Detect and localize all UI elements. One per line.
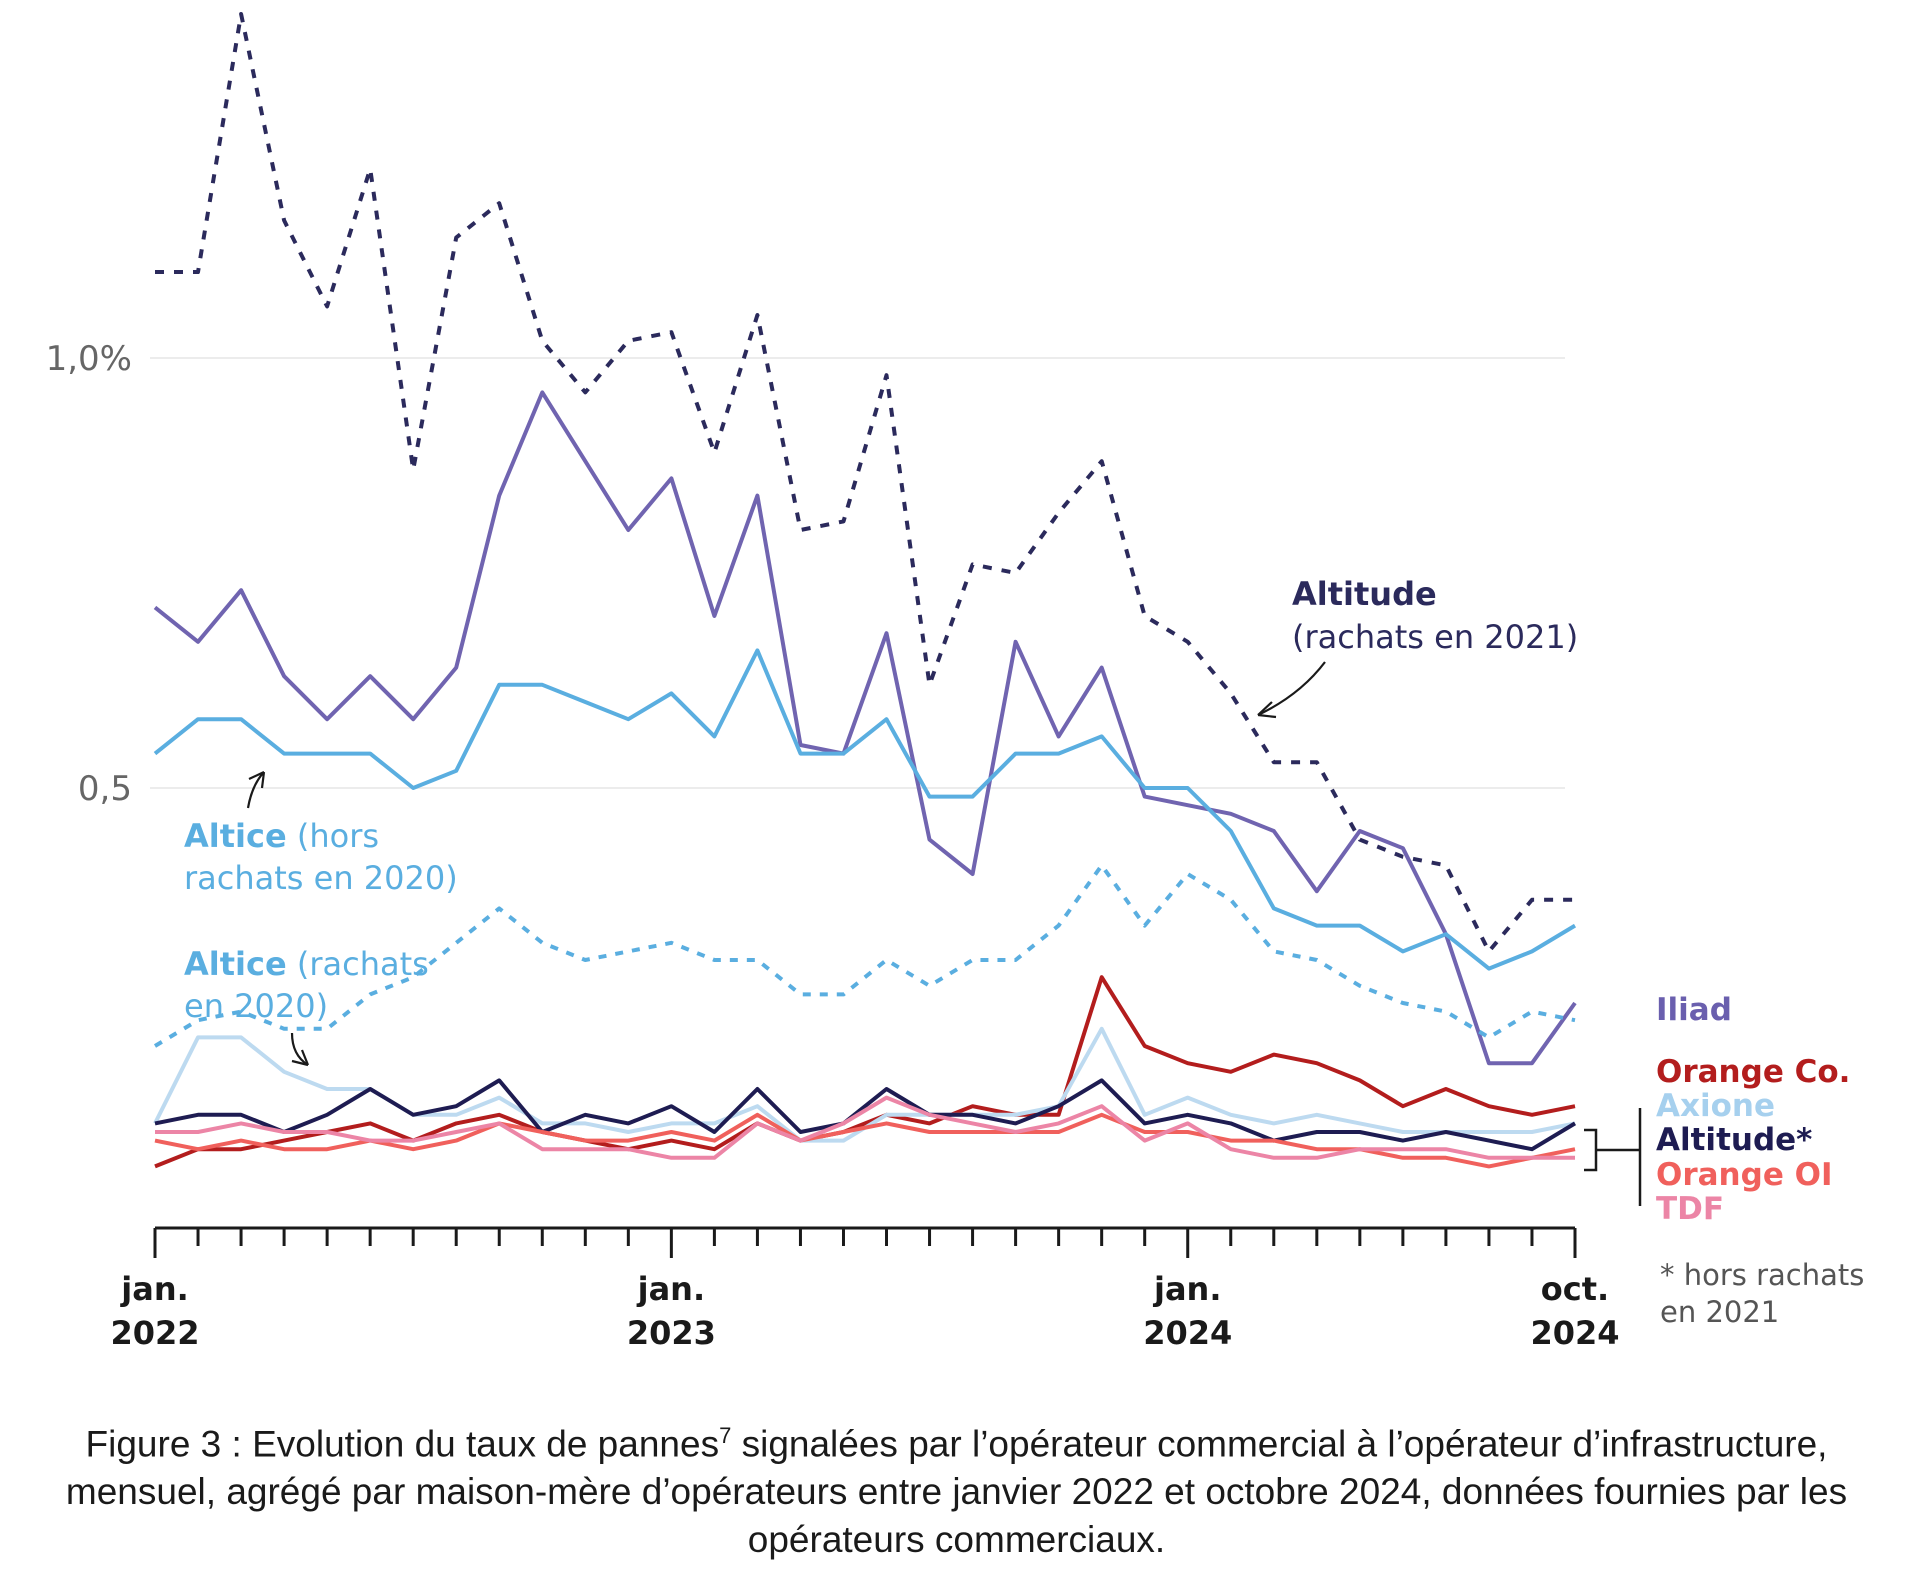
- arrow-head-icon: [291, 1049, 310, 1067]
- legend-label-orange-co: Orange Co.: [1656, 1054, 1850, 1090]
- x-tick-label: 2024: [1143, 1314, 1232, 1352]
- x-tick-label: jan.: [636, 1270, 706, 1308]
- annotation-altice-hors-rest1: (hors: [287, 817, 379, 855]
- x-tick-label: 2023: [627, 1314, 716, 1352]
- series-line-altice-rachats-en-2020: [153, 863, 1576, 1048]
- legend-label-iliad: Iliad: [1656, 992, 1732, 1028]
- legend-note-line2: en 2021: [1660, 1295, 1779, 1329]
- annotation-altice-rachats-rest1: (rachats: [287, 945, 429, 983]
- legend-label-axione: Axione: [1656, 1088, 1775, 1124]
- caption-text-start: Figure 3 : Evolution du taux de pannes: [85, 1423, 720, 1465]
- series-line-altice-hors-rachats-en-2020: [153, 648, 1577, 971]
- grid-lines: 1,0% 0,5: [46, 339, 1565, 809]
- x-axis: jan. 2022 jan. 2023 jan. 2024 oct. 2024: [110, 1226, 1620, 1352]
- annotation-altice-rachats-arrow: [290, 1032, 309, 1066]
- legend-note-line1: * hors rachats: [1660, 1258, 1864, 1292]
- chart: 1,0% 0,5 jan. 2022 jan. 2023 jan. 2024 oct. 2024…: [46, 12, 1864, 1352]
- annotation-altice-hors-bold: Altice: [184, 817, 287, 855]
- x-tick-label: jan.: [1152, 1270, 1222, 1308]
- x-tick-label: 2022: [110, 1314, 199, 1352]
- annotation-altitude-title: Altitude: [1292, 575, 1437, 613]
- y-tick-label: 0,5: [78, 769, 132, 809]
- series-line-tdf: [155, 1095, 1575, 1160]
- annotation-altice-rachats-line2: en 2020): [184, 987, 328, 1025]
- arrow-head-icon: [248, 771, 266, 789]
- series-line-altitude: [154, 1078, 1577, 1152]
- arrow-head-icon: [1257, 701, 1277, 719]
- series-line-orange-oi: [154, 1112, 1576, 1169]
- legend-label-altitude: Altitude*: [1656, 1122, 1812, 1158]
- annotation-altitude-subtitle: (rachats en 2021): [1292, 618, 1578, 656]
- series-line-altitude-rachats-en-2021: [155, 12, 1575, 954]
- legend-bracket: [1584, 1108, 1642, 1206]
- caption-text-end: signalées par l’opérateur commercial à l…: [65, 1423, 1848, 1561]
- annotation-altice-rachats: Altice (rachats: [184, 945, 429, 983]
- caption-footnote-mark: 7: [719, 1423, 732, 1448]
- annotation-altitude-arrow: [1257, 661, 1326, 716]
- series-lines: [153, 12, 1577, 1169]
- annotation-altice-hors-line2: rachats en 2020): [184, 859, 458, 897]
- series-line-orange-co: [154, 975, 1576, 1169]
- annotation-altice-rachats-bold: Altice: [184, 945, 287, 983]
- annotation-altice-hors: Altice (hors: [184, 817, 379, 855]
- series-line-iliad: [153, 390, 1577, 1066]
- figure-caption: Figure 3 : Evolution du taux de pannes7 …: [20, 1412, 1893, 1564]
- legend-label-tdf: TDF: [1656, 1191, 1724, 1227]
- x-tick-label: jan.: [119, 1270, 189, 1308]
- x-tick-label: oct.: [1541, 1270, 1609, 1308]
- y-tick-label: 1,0%: [46, 339, 132, 379]
- legend-label-orange-oi: Orange OI: [1656, 1157, 1833, 1193]
- annotation-altice-hors-arrow: [246, 771, 265, 809]
- x-tick-label: 2024: [1530, 1314, 1619, 1352]
